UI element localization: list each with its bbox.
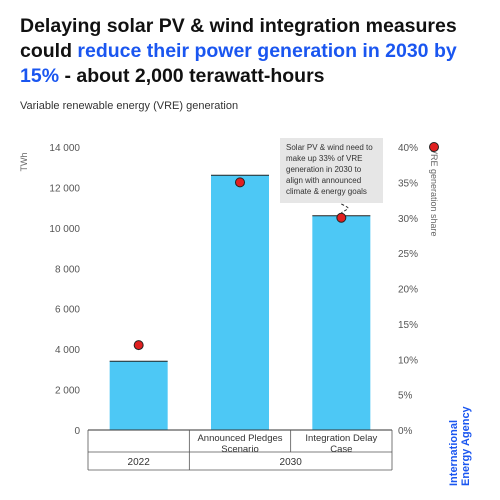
headline-suffix: - about 2,000 terawatt-hours bbox=[59, 65, 325, 87]
headline-highlight: reduce their power generation in 2030 by… bbox=[20, 40, 457, 87]
annotation-text: align with announced bbox=[286, 176, 361, 185]
bar bbox=[312, 215, 371, 430]
x-category-label: Case bbox=[330, 444, 352, 455]
y2-tick-label: 15% bbox=[398, 320, 418, 331]
annotation-text: make up 33% of VRE bbox=[286, 154, 362, 163]
y-tick-label: 0 bbox=[74, 426, 80, 437]
y2-tick-label: 35% bbox=[398, 178, 418, 189]
share-legend-marker bbox=[429, 142, 439, 152]
headline: Delaying solar PV & wind integration mea… bbox=[20, 14, 480, 89]
y2-tick-label: 20% bbox=[398, 285, 418, 296]
y-tick-label: 14 000 bbox=[49, 143, 80, 154]
y2-axis-title: VRE generation share bbox=[429, 148, 439, 237]
x-category-label: Integration Delay bbox=[305, 433, 377, 444]
y-axis-title: TWh bbox=[19, 153, 29, 172]
annotation-text: climate & energy goals bbox=[286, 187, 367, 196]
y-tick-label: 4 000 bbox=[55, 345, 80, 356]
y2-tick-label: 30% bbox=[398, 214, 418, 225]
annotation-text: Solar PV & wind need to bbox=[286, 143, 373, 152]
y2-tick-label: 25% bbox=[398, 249, 418, 260]
y2-tick-label: 5% bbox=[398, 391, 413, 402]
annotation-connector bbox=[341, 203, 349, 214]
share-marker bbox=[235, 177, 245, 188]
y2-tick-label: 0% bbox=[398, 426, 413, 437]
share-marker bbox=[133, 340, 144, 351]
brand-line-2: Energy Agency bbox=[460, 406, 472, 486]
x-category-label: Announced Pledges bbox=[197, 433, 282, 444]
y-tick-label: 6 000 bbox=[55, 305, 80, 316]
x-category-label: Scenario bbox=[221, 444, 259, 455]
y2-tick-label: 10% bbox=[398, 355, 418, 366]
x-group-label: 2022 bbox=[128, 457, 151, 468]
y-tick-label: 10 000 bbox=[49, 224, 80, 235]
brand-line-1: International bbox=[448, 419, 460, 486]
y2-tick-label: 40% bbox=[398, 143, 418, 154]
x-group-label: 2030 bbox=[280, 457, 303, 468]
bar bbox=[211, 175, 269, 430]
iea-logo: International Energy Agency bbox=[448, 396, 472, 486]
annotation-box bbox=[280, 138, 383, 203]
y-tick-label: 12 000 bbox=[49, 183, 80, 194]
annotation-text: generation in 2030 to bbox=[286, 165, 362, 174]
bar bbox=[109, 361, 168, 430]
headline-prefix: Delaying solar PV & wind integration mea… bbox=[20, 15, 457, 62]
y-tick-label: 8 000 bbox=[55, 264, 80, 275]
y-tick-label: 2 000 bbox=[55, 386, 80, 397]
chart-subtitle: Variable renewable energy (VRE) generati… bbox=[20, 100, 239, 112]
share-marker bbox=[336, 212, 347, 223]
